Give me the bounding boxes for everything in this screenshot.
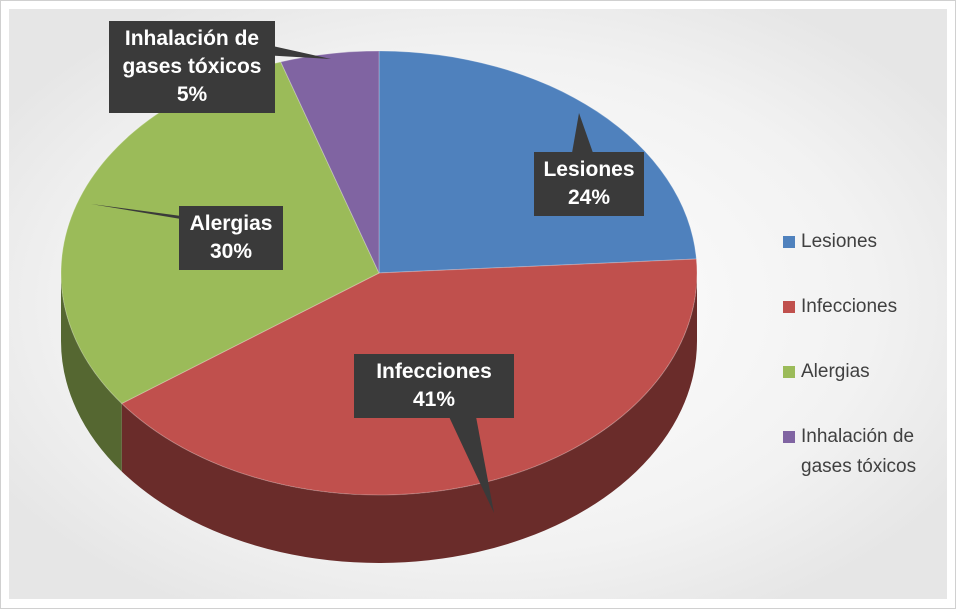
legend-swatch bbox=[783, 431, 795, 443]
slice bbox=[280, 50, 380, 274]
data-label-value: 5% bbox=[176, 83, 208, 106]
legend-swatch bbox=[783, 236, 795, 248]
label-pointer bbox=[444, 406, 494, 513]
data-label-category: Inhalación de gases tóxicos bbox=[122, 27, 262, 78]
data-label: Inhalación de gases tóxicos 5% bbox=[109, 21, 275, 113]
legend-item: Inhalación de gases tóxicos bbox=[783, 422, 933, 482]
legend-label: Infecciones bbox=[801, 296, 898, 317]
data-label: Lesiones 24% bbox=[534, 152, 644, 216]
legend-label: Inhalación de gases tóxicos bbox=[801, 426, 917, 477]
data-label-category: Infecciones bbox=[376, 360, 492, 383]
legend-label: Alergias bbox=[801, 361, 870, 382]
legend-item: Alergias bbox=[783, 357, 933, 387]
slice-side bbox=[121, 273, 697, 563]
data-label-value: 41% bbox=[412, 388, 456, 411]
legend-item: Lesiones bbox=[783, 227, 933, 257]
legend-item: Infecciones bbox=[783, 292, 933, 322]
legend-label: Lesiones bbox=[801, 231, 878, 252]
slice-side bbox=[60, 273, 122, 472]
data-label-category: Alergias bbox=[189, 212, 273, 235]
data-label-value: 30% bbox=[209, 240, 253, 263]
legend-swatch bbox=[783, 366, 795, 378]
data-label-value: 24% bbox=[567, 186, 611, 209]
legend-swatch bbox=[783, 301, 795, 313]
pie-sides bbox=[60, 273, 697, 563]
data-label-category: Lesiones bbox=[543, 158, 635, 181]
data-label: Infecciones 41% bbox=[354, 354, 514, 418]
data-label: Alergias 30% bbox=[179, 206, 283, 270]
